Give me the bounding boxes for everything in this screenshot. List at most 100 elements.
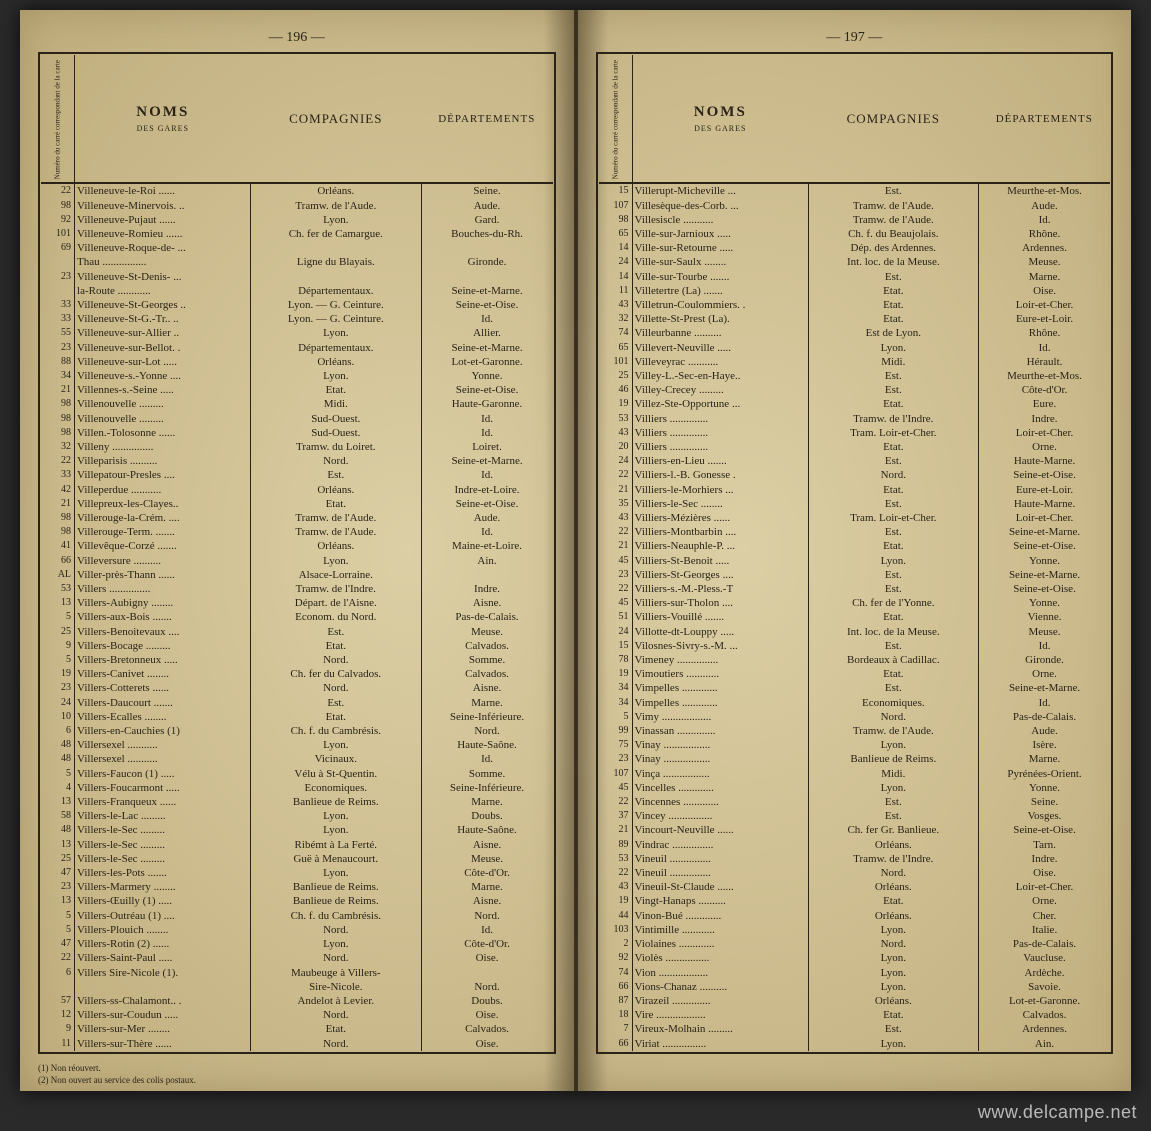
table-row: 99Vinassan ..............Tramw. de l'Aud… — [599, 724, 1111, 738]
department: Marne. — [421, 880, 552, 894]
company: Lyon. — [808, 554, 979, 568]
row-number: 5 — [41, 767, 75, 781]
department: Seine. — [979, 795, 1110, 809]
row-number: 21 — [599, 539, 633, 553]
company: Départ. de l'Aisne. — [251, 596, 422, 610]
table-row: 20Villiers ..............Etat.Orne. — [599, 440, 1111, 454]
company: Lyon. — [251, 738, 422, 752]
table-row: 21Villepreux-les-Clayes.. Etat.Seine-et-… — [41, 497, 553, 511]
table-row: 5Villers-Faucon (1) .....Vélu à St-Quent… — [41, 767, 553, 781]
row-number: 23 — [41, 270, 75, 284]
table-row: 6Villers-en-Cauchies (1) Ch. f. du Cambr… — [41, 724, 553, 738]
department: Indre. — [421, 582, 552, 596]
row-number: 92 — [41, 213, 75, 227]
station-name: Villepatour-Presles .... — [75, 468, 251, 482]
station-name: Villesiscle ........... — [632, 213, 808, 227]
department — [421, 241, 552, 255]
row-number: 5 — [41, 909, 75, 923]
company: Orléans. — [808, 994, 979, 1008]
department: Seine-et-Oise. — [421, 497, 552, 511]
row-number: 33 — [41, 312, 75, 326]
table-row: 9Villers-sur-Mer ........Etat.Calvados. — [41, 1022, 553, 1036]
table-row: 58Villers-le-Lac .........Lyon.Doubs. — [41, 809, 553, 823]
station-name: Villeneuve-Romieu ...... — [75, 227, 251, 241]
department: Côte-d'Or. — [979, 383, 1110, 397]
department: Marne. — [979, 270, 1110, 284]
company: Tramw. de l'Aude. — [251, 199, 422, 213]
department: Nord. — [421, 980, 552, 994]
table-row: 11Villetertre (La) .......Etat.Oise. — [599, 284, 1111, 298]
department: Côte-d'Or. — [421, 866, 552, 880]
station-name: Villersexel ........... — [75, 738, 251, 752]
department: Seine-et-Marne. — [979, 525, 1110, 539]
department: Loiret. — [421, 440, 552, 454]
station-name: Vions-Chanaz .......... — [632, 980, 808, 994]
department: Meurthe-et-Mos. — [979, 183, 1110, 198]
stations-table-left: Numéro du carré correspondant de la cart… — [41, 55, 553, 1051]
company: Est. — [808, 454, 979, 468]
station-name — [75, 980, 251, 994]
row-number: 92 — [599, 951, 633, 965]
department: Seine-et-Marne. — [421, 341, 552, 355]
watermark: www.delcampe.net — [978, 1102, 1137, 1123]
table-row: 66Viriat ................Lyon.Ain. — [599, 1037, 1111, 1051]
row-number: 34 — [41, 369, 75, 383]
table-row: 44Vinon-Bué .............Orléans.Cher. — [599, 909, 1111, 923]
station-name: Villers-les-Pots ....... — [75, 866, 251, 880]
row-number: 89 — [599, 838, 633, 852]
station-name: Vimoutiers ............ — [632, 667, 808, 681]
department: Id. — [979, 639, 1110, 653]
row-number: 24 — [599, 625, 633, 639]
table-row: 23Villers-Marmery ........Banlieue de Re… — [41, 880, 553, 894]
row-number: 21 — [41, 383, 75, 397]
row-number: 9 — [41, 1022, 75, 1036]
table-row: 107Vinça .................Midi.Pyrénées-… — [599, 767, 1111, 781]
station-name: Villers-en-Cauchies (1) — [75, 724, 251, 738]
row-number: 4 — [41, 781, 75, 795]
department: Savoie. — [979, 980, 1110, 994]
table-row: 48Villers-le-Sec .........Lyon.Haute-Saô… — [41, 823, 553, 837]
row-number: 98 — [41, 426, 75, 440]
company: Int. loc. de la Meuse. — [808, 625, 979, 639]
company: Lyon. — [808, 781, 979, 795]
station-name: Villers-Outréau (1) .... — [75, 909, 251, 923]
row-number: 5 — [41, 653, 75, 667]
row-number: 47 — [41, 937, 75, 951]
station-name: Vimy .................. — [632, 710, 808, 724]
row-number — [41, 980, 75, 994]
station-name: Vilosnes-Sivry-s.-M. ... — [632, 639, 808, 653]
department: Vienne. — [979, 610, 1110, 624]
company: Etat. — [808, 298, 979, 312]
station-name: Villey-L.-Sec-en-Haye.. — [632, 369, 808, 383]
company: Tramw. de l'Indre. — [808, 412, 979, 426]
station-name: Villenouvelle ......... — [75, 412, 251, 426]
company: Tramw. de l'Aude. — [251, 525, 422, 539]
company: Alsace-Lorraine. — [251, 568, 422, 582]
station-name: Villers-Marmery ........ — [75, 880, 251, 894]
table-row: 13Villers-Aubigny ........Départ. de l'A… — [41, 596, 553, 610]
company: Lyon. — [251, 937, 422, 951]
department: Seine-et-Oise. — [421, 298, 552, 312]
station-name: Ville-sur-Saulx ........ — [632, 255, 808, 269]
station-name: Villers-sur-Coudun ..... — [75, 1008, 251, 1022]
row-number: 13 — [41, 596, 75, 610]
table-row: 55Villeneuve-sur-Allier ..Lyon.Allier. — [41, 326, 553, 340]
row-number: 2 — [599, 937, 633, 951]
table-row: 2Violaines .............Nord.Pas-de-Cala… — [599, 937, 1111, 951]
department: Maine-et-Loire. — [421, 539, 552, 553]
table-row: 98Villerouge-la-Crém. ....Tramw. de l'Au… — [41, 511, 553, 525]
company: Lyon. — G. Ceinture. — [251, 298, 422, 312]
company: Bordeaux à Cadillac. — [808, 653, 979, 667]
station-name: Villette-St-Prest (La). — [632, 312, 808, 326]
row-number: 98 — [41, 525, 75, 539]
table-row: 45Villiers-St-Benoit .....Lyon.Yonne. — [599, 554, 1111, 568]
station-name: Vion .................. — [632, 966, 808, 980]
row-number: 22 — [599, 468, 633, 482]
row-number: 98 — [41, 412, 75, 426]
row-number: 13 — [41, 838, 75, 852]
company: Guë à Menaucourt. — [251, 852, 422, 866]
company: Nord. — [251, 454, 422, 468]
department: Côte-d'Or. — [421, 937, 552, 951]
table-row: la-Route ............Départementaux.Sein… — [41, 284, 553, 298]
table-row: 23Vinay .................Banlieue de Rei… — [599, 752, 1111, 766]
